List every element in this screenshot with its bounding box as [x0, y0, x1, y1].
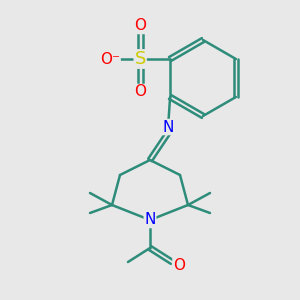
- Text: O: O: [134, 19, 146, 34]
- Text: N: N: [144, 212, 156, 227]
- Text: O⁻: O⁻: [100, 52, 120, 67]
- Text: S: S: [134, 50, 146, 68]
- Text: N: N: [162, 119, 174, 134]
- Text: O: O: [134, 85, 146, 100]
- Text: O: O: [173, 257, 185, 272]
